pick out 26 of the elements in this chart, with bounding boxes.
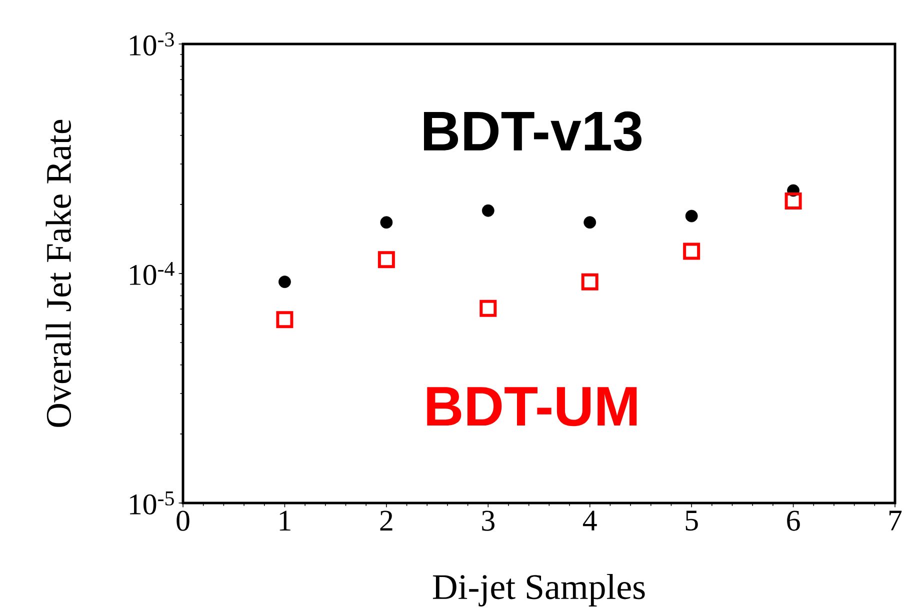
x-tick-label: 7 (890, 510, 902, 530)
point (685, 210, 698, 222)
x-tick-label: 1 (280, 510, 290, 530)
point (581, 273, 598, 290)
point (276, 311, 294, 328)
series-label: BDT-v13 (424, 111, 642, 152)
point (482, 204, 494, 217)
y-tick-label: 10$^{-4}$ (130, 262, 174, 286)
point (784, 192, 802, 210)
x-tick-label: 3 (482, 510, 494, 531)
x-axis-title: Di-jet Samples (432, 574, 645, 606)
x-tick-label: 0 (176, 510, 190, 531)
point (683, 242, 700, 260)
x-tick-label: 5 (686, 510, 698, 531)
y-tick-label: 10$^{-3}$ (130, 32, 174, 56)
y-tick-label: 10$^{-5}$ (130, 492, 174, 515)
series-label: BDT-UM (427, 387, 637, 426)
x-tick-label: 4 (582, 510, 597, 530)
point (278, 276, 291, 288)
point (380, 216, 393, 229)
y-axis-title: Overall Jet Fake Rate (46, 120, 72, 427)
point (378, 251, 395, 268)
point (480, 300, 497, 317)
point (584, 216, 596, 229)
x-tick-label: 2 (380, 510, 392, 531)
x-tick-label: 6 (787, 510, 800, 531)
